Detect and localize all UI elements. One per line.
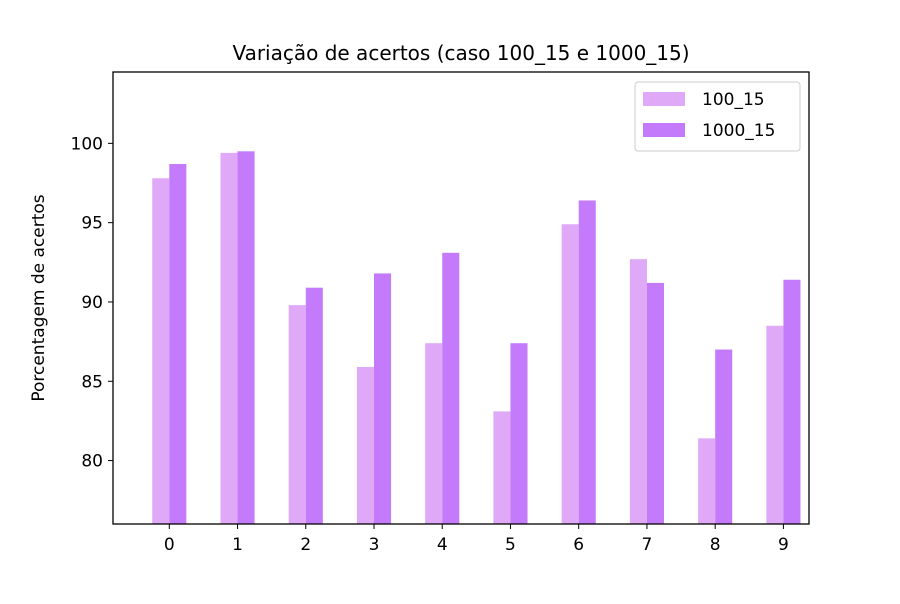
x-tick-label: 0 (164, 535, 175, 555)
bar-1000_15-6 (578, 200, 596, 524)
bar-100_15-9 (766, 325, 784, 524)
legend-swatch-1000_15 (643, 123, 685, 137)
bar-1000_15-5 (510, 343, 528, 524)
chart-title: Variação de acertos (caso 100_15 e 1000_… (232, 41, 689, 65)
bar-100_15-6 (561, 224, 579, 524)
bar-100_15-5 (493, 411, 511, 524)
legend-swatch-100_15 (643, 92, 685, 106)
x-tick-label: 3 (369, 535, 380, 555)
bar-1000_15-2 (305, 287, 323, 524)
x-tick-label: 5 (505, 535, 516, 555)
bar-1000_15-8 (715, 349, 733, 524)
bar-100_15-0 (152, 178, 170, 524)
legend-label-100_15: 100_15 (702, 90, 765, 110)
y-tick-label: 100 (71, 134, 103, 154)
x-tick-label: 7 (642, 535, 653, 555)
bars-layer (152, 151, 801, 525)
y-tick-label: 95 (81, 214, 103, 234)
bar-100_15-3 (356, 366, 374, 524)
bar-100_15-4 (425, 343, 443, 524)
legend-label-1000_15: 1000_15 (702, 121, 775, 141)
bar-1000_15-3 (374, 273, 392, 524)
y-tick-label: 90 (81, 293, 103, 313)
bar-100_15-7 (629, 259, 647, 524)
bar-1000_15-4 (442, 252, 460, 525)
y-tick-label: 80 (81, 452, 103, 472)
bar-1000_15-7 (646, 282, 664, 524)
x-tick-label: 8 (710, 535, 721, 555)
bar-1000_15-9 (783, 279, 801, 524)
x-tick-label: 1 (232, 535, 243, 555)
bar-1000_15-0 (169, 163, 187, 525)
x-tick-label: 4 (437, 535, 448, 555)
y-axis-title: Porcentagem de acertos (29, 194, 49, 401)
y-tick-label: 85 (81, 372, 103, 392)
bar-100_15-2 (288, 305, 306, 524)
bar-100_15-8 (698, 438, 716, 524)
bar-100_15-1 (220, 152, 238, 524)
x-tick-label: 9 (778, 535, 789, 555)
legend: 100_15 1000_15 (634, 81, 801, 152)
x-tick-label: 2 (300, 535, 311, 555)
ticks-layer: 0 1 2 3 4 5 6 7 8 9 80 85 90 95 100 (71, 134, 789, 555)
x-tick-label: 6 (573, 535, 584, 555)
axes-frame (112, 71, 810, 525)
bar-1000_15-1 (237, 151, 255, 525)
